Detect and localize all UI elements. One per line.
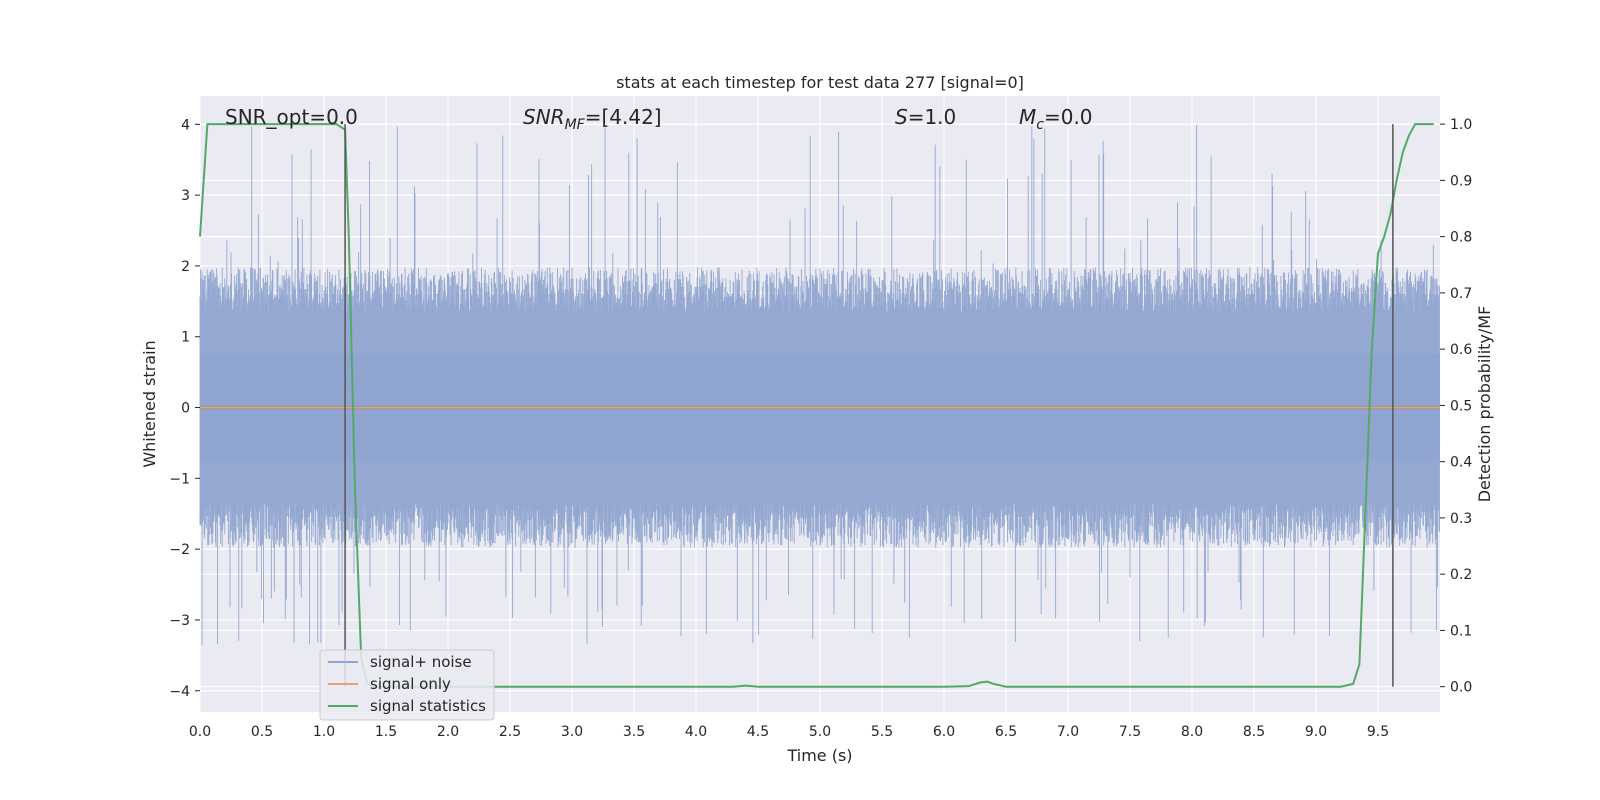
x-tick-label: 2.0: [437, 724, 459, 740]
y-tick-label: −1: [169, 471, 190, 487]
y-axis-label: Whitened strain: [140, 340, 159, 467]
annotation-mc-value: =0.0: [1044, 105, 1093, 129]
y2-tick-label: 0.2: [1450, 567, 1472, 583]
annotation-mc-sub: c: [1036, 117, 1044, 133]
x-tick-label: 8.0: [1181, 724, 1203, 740]
y-tick-label: −4: [169, 684, 190, 700]
y-tick-label: −3: [169, 613, 190, 629]
x-tick-label: 7.0: [1057, 724, 1079, 740]
y-axis-ticks: 4 3 2 1 0 −1 −2 −3 −4: [169, 117, 200, 700]
y2-axis-label: Detection probability/MF: [1475, 306, 1494, 503]
annotation-snr-opt: SNR_opt=0.0: [225, 105, 358, 129]
x-tick-label: 0.5: [251, 724, 273, 740]
annotation-snr-mf-value: =[4.42]: [585, 105, 662, 129]
y-tick-label: 4: [181, 117, 190, 133]
legend-label-signal-noise: signal+ noise: [370, 653, 472, 671]
x-tick-label: 4.5: [747, 724, 769, 740]
x-tick-label: 6.5: [995, 724, 1017, 740]
annotation-s-var: S: [895, 105, 908, 129]
x-tick-label: 1.0: [313, 724, 335, 740]
x-tick-label: 1.5: [375, 724, 397, 740]
x-tick-label: 0.0: [189, 724, 211, 740]
y-tick-label: 0: [181, 401, 190, 417]
legend-label-signal-statistics: signal statistics: [370, 697, 486, 715]
x-tick-label: 7.5: [1119, 724, 1141, 740]
y2-axis-ticks: 1.0 0.9 0.8 0.7 0.6 0.5 0.4 0.3 0.2 0.1 0.0: [1440, 117, 1472, 696]
x-tick-label: 6.0: [933, 724, 955, 740]
annotation-s-value: =1.0: [908, 105, 957, 129]
x-tick-label: 9.5: [1367, 724, 1389, 740]
x-tick-label: 2.5: [499, 724, 521, 740]
annotation-mc: Mc=0.0: [1019, 105, 1093, 133]
legend-label-signal-only: signal only: [370, 675, 451, 693]
signal-statistics-line: [199, 123, 1434, 688]
y2-tick-label: 0.0: [1450, 680, 1472, 696]
y2-tick-label: 0.7: [1450, 286, 1472, 302]
x-axis-label: Time (s): [786, 746, 852, 765]
y2-tick-label: 0.1: [1450, 623, 1472, 639]
y-tick-label: 1: [181, 330, 190, 346]
annotation-mc-base: M: [1019, 105, 1036, 129]
annotation-snr-mf-base: SNR: [523, 105, 565, 129]
annotation-snr-mf-sub: MF: [565, 117, 586, 133]
y2-tick-label: 0.5: [1450, 398, 1472, 414]
x-tick-label: 3.0: [561, 724, 583, 740]
statistics-series: [199, 123, 1434, 688]
x-tick-label: 9.0: [1305, 724, 1327, 740]
x-tick-label: 3.5: [623, 724, 645, 740]
y2-tick-label: 0.8: [1450, 230, 1472, 246]
y-tick-label: 2: [181, 259, 190, 275]
y2-tick-label: 0.9: [1450, 173, 1472, 189]
y2-tick-label: 0.6: [1450, 342, 1472, 358]
x-tick-label: 8.5: [1243, 724, 1265, 740]
vertical-lines: [344, 124, 1394, 687]
x-tick-label: 5.0: [809, 724, 831, 740]
y2-tick-label: 0.4: [1450, 455, 1472, 471]
annotation-s: S=1.0: [895, 105, 956, 129]
annotation-snr-mf: SNRMF=[4.42]: [523, 105, 662, 133]
y-tick-label: 3: [181, 188, 190, 204]
y2-tick-label: 0.3: [1450, 511, 1472, 527]
x-tick-label: 4.0: [685, 724, 707, 740]
y2-tick-label: 1.0: [1450, 117, 1472, 133]
y-tick-label: −2: [169, 542, 190, 558]
legend-box: [319, 649, 495, 721]
chart-title: stats at each timestep for test data 277…: [616, 73, 1024, 92]
x-axis-ticks: 0.0 0.5 1.0 1.5 2.0 2.5 3.0 3.5 4.0 4.5 5.0 5.5 6.0 6…: [189, 724, 1389, 740]
x-tick-label: 5.5: [871, 724, 893, 740]
legend: signal+ noise signal only signal statist…: [319, 649, 495, 721]
